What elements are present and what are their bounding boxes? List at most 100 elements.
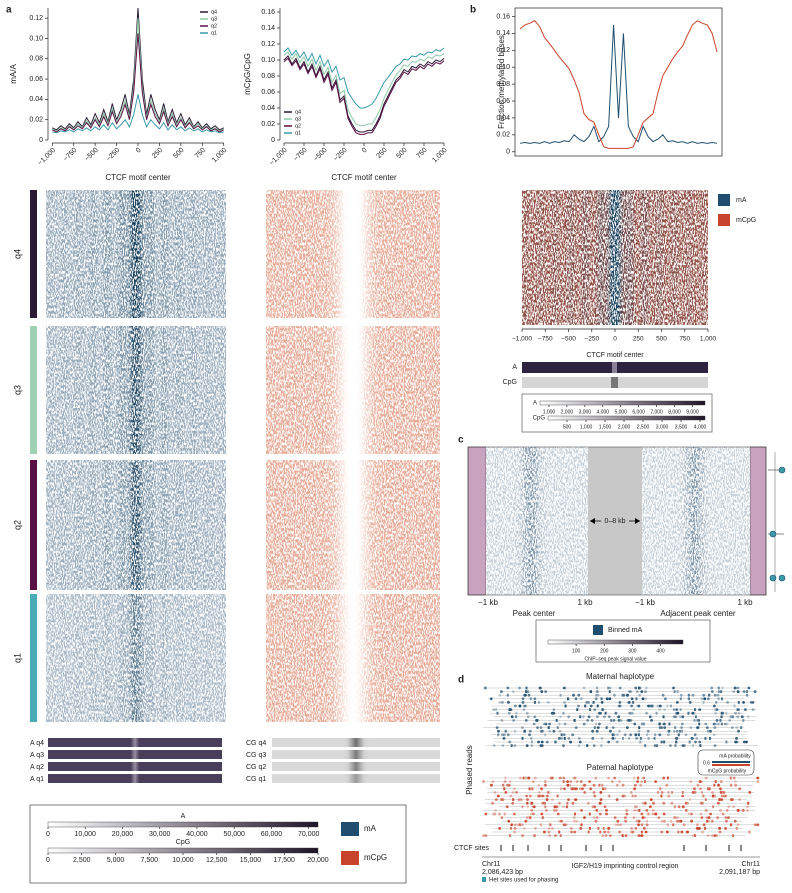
site (718, 830, 722, 834)
site (506, 733, 510, 737)
site (736, 809, 740, 812)
site (701, 801, 704, 805)
site (670, 801, 674, 805)
site (714, 780, 717, 783)
site (698, 740, 702, 744)
site (691, 744, 694, 747)
site (679, 708, 682, 711)
site (625, 726, 629, 729)
site (525, 686, 528, 690)
site (644, 780, 647, 783)
panel-label: d (458, 675, 464, 686)
site (633, 787, 637, 791)
site (674, 816, 677, 819)
series-line (52, 33, 224, 133)
site (711, 819, 714, 823)
site (617, 704, 621, 708)
ctcf-site (705, 845, 707, 851)
site (644, 830, 648, 834)
site (653, 744, 657, 747)
site (706, 729, 709, 733)
site (593, 708, 597, 711)
site (497, 729, 500, 733)
legend-label: mCpG (736, 217, 756, 224)
site (698, 708, 702, 711)
site (756, 823, 760, 827)
site (580, 823, 583, 827)
colorbar-title: A (181, 813, 186, 820)
site (556, 794, 559, 798)
site (718, 827, 722, 830)
summary-bar (48, 750, 222, 759)
site (740, 715, 744, 719)
x-tick-label: 1 kb (737, 598, 753, 607)
site (544, 780, 547, 783)
site (631, 794, 634, 798)
site (579, 697, 583, 701)
site (543, 830, 546, 834)
site (667, 794, 671, 798)
site (519, 776, 522, 780)
colorbar-tick-label: 4,000 (694, 424, 707, 430)
site (673, 729, 676, 733)
colorbar-tick-label: 4,000 (597, 409, 610, 415)
x-tick-label: 1,000 (431, 147, 448, 164)
legend-label: mA (736, 197, 747, 204)
site (644, 697, 648, 701)
site (702, 823, 706, 827)
site (541, 816, 544, 819)
site (644, 690, 647, 693)
site (648, 715, 652, 719)
site (725, 722, 729, 726)
site (746, 690, 749, 693)
site (675, 740, 678, 744)
site (705, 726, 709, 729)
site (597, 827, 600, 830)
site (635, 737, 639, 740)
site (501, 744, 505, 747)
site (615, 798, 619, 801)
site (507, 701, 510, 704)
site (542, 794, 545, 798)
site (605, 726, 608, 729)
site (707, 787, 710, 791)
site (676, 816, 680, 819)
site (502, 737, 506, 740)
site (608, 686, 612, 690)
site (552, 708, 556, 711)
site (638, 819, 641, 823)
site (534, 827, 537, 830)
site (666, 823, 669, 827)
site (693, 708, 696, 711)
site (642, 776, 646, 780)
site (537, 783, 540, 787)
site (621, 794, 625, 798)
colorbar-tick-label: 3,000 (579, 409, 592, 415)
site (484, 834, 488, 837)
site (583, 791, 587, 794)
site (730, 783, 733, 787)
site (733, 819, 737, 823)
site (719, 809, 722, 812)
site (695, 827, 699, 830)
site (525, 776, 528, 780)
site (717, 722, 720, 726)
site (589, 690, 593, 693)
site (690, 737, 694, 740)
site (520, 726, 524, 729)
site (604, 711, 607, 715)
site (719, 787, 722, 791)
site (596, 693, 600, 697)
site (697, 719, 701, 722)
site (677, 830, 680, 834)
site (548, 722, 551, 726)
site (742, 690, 746, 693)
legend-swatch (341, 851, 359, 865)
site (702, 794, 705, 798)
site (515, 711, 518, 715)
site (637, 834, 641, 837)
site (511, 801, 515, 805)
site (583, 783, 587, 787)
site (647, 737, 650, 740)
site (492, 812, 495, 816)
